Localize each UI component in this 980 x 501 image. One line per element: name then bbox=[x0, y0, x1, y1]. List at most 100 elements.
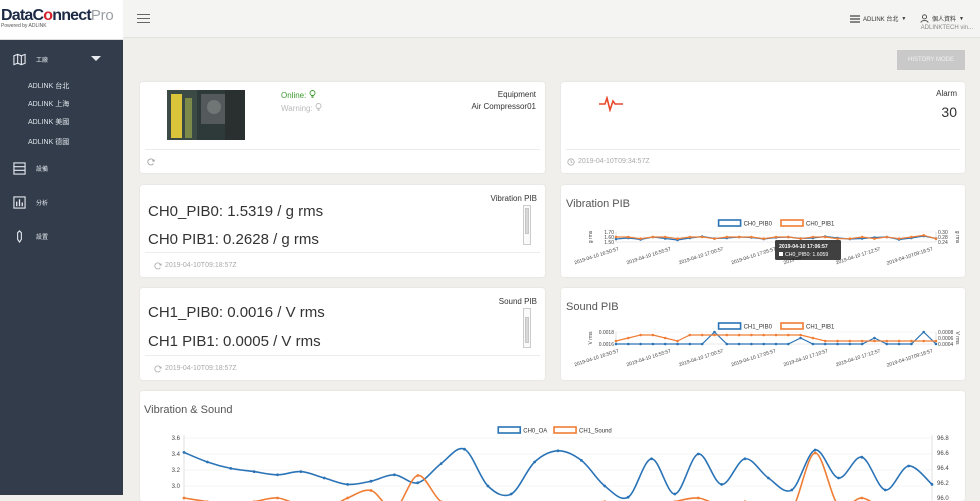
divider bbox=[145, 355, 540, 356]
data-point bbox=[676, 339, 679, 343]
lightbulb-warning-icon bbox=[315, 103, 322, 111]
data-point bbox=[897, 339, 901, 343]
sound-chart[interactable]: CH1_PIB0 CH1_PIB1 0.0018 0.0016 0.00080.0006… bbox=[561, 288, 965, 380]
vibration-timestamp: 2019-04-10T09:18:57Z bbox=[165, 262, 237, 269]
sidebar-item-label: 分析 bbox=[36, 200, 49, 207]
caret-down-icon: ▼ bbox=[901, 15, 907, 22]
sound-scrollbar[interactable] bbox=[523, 308, 531, 348]
data-point bbox=[813, 451, 817, 455]
sidebar-item-analytics[interactable]: 分析 bbox=[0, 191, 123, 213]
site-menu[interactable]: ADLINK 台北 ▼ bbox=[850, 14, 906, 23]
data-point bbox=[837, 476, 840, 480]
data-point bbox=[626, 495, 630, 499]
y-axis-left-unit: g rms bbox=[588, 230, 594, 243]
vibration-card: Vibration PIB CH0_PIB0: 1.5319 / g rms C… bbox=[140, 185, 545, 277]
data-point bbox=[651, 235, 655, 239]
data-point bbox=[762, 342, 765, 346]
data-point bbox=[252, 470, 256, 473]
history-mode-button[interactable]: HISTORY MODE bbox=[897, 50, 965, 70]
data-point bbox=[848, 342, 852, 346]
refresh-icon[interactable] bbox=[154, 365, 162, 373]
data-point bbox=[713, 237, 716, 240]
vibration-scrollbar[interactable] bbox=[523, 205, 531, 245]
data-point bbox=[922, 339, 925, 343]
data-point bbox=[766, 476, 770, 480]
data-point bbox=[322, 476, 326, 480]
y-tick-left: 3.2 bbox=[172, 468, 181, 474]
data-point bbox=[369, 489, 373, 492]
online-status: Online: bbox=[281, 90, 316, 100]
sidebar-site-germany[interactable]: ADLINK 德國 bbox=[28, 139, 70, 146]
data-point bbox=[614, 235, 618, 239]
sidebar-site-usa[interactable]: ADLINK 美國 bbox=[28, 119, 70, 126]
data-point bbox=[663, 336, 667, 340]
sidebar-group-factory[interactable]: 工廠 bbox=[0, 48, 123, 70]
vibration-card-label: Vibration PIB bbox=[490, 194, 537, 203]
hamburger-menu-icon[interactable] bbox=[137, 14, 150, 23]
vibration-value-line1: CH0_PIB0: 1.5319 / g rms bbox=[148, 203, 324, 220]
data-point bbox=[811, 342, 815, 346]
x-tick-label: 2019-04-10 17:10:57 bbox=[783, 348, 829, 368]
series-line-CH1_Sound bbox=[183, 452, 872, 501]
x-tick-label: 2019-04-10T09:18:57 bbox=[886, 348, 934, 369]
data-point bbox=[696, 496, 700, 500]
data-point bbox=[416, 474, 420, 477]
y-tick-right: 96.6 bbox=[937, 451, 949, 457]
data-point bbox=[848, 339, 852, 343]
data-point bbox=[823, 342, 827, 346]
data-point bbox=[229, 467, 233, 470]
data-point bbox=[750, 235, 753, 239]
y-tick-right: 96.0 bbox=[937, 496, 949, 501]
sidebar-item-settings[interactable]: 設置 bbox=[0, 225, 123, 247]
data-point bbox=[416, 481, 420, 485]
tooltip-box bbox=[775, 240, 841, 260]
data-point bbox=[614, 237, 618, 241]
equipment-label: Equipment bbox=[497, 90, 536, 99]
building-icon bbox=[850, 14, 860, 23]
y-tick-left: 0.0018 bbox=[599, 330, 615, 336]
y-tick-right: 0.0008 bbox=[938, 330, 954, 336]
settings-pen-icon bbox=[17, 229, 22, 243]
data-point bbox=[910, 235, 913, 239]
sound-card: Sound PIB CH1_PIB0: 0.0016 / V rms CH1 P… bbox=[140, 288, 545, 380]
user-menu[interactable]: 個人資料 ▼ bbox=[920, 14, 964, 23]
data-point bbox=[737, 342, 741, 346]
data-point bbox=[873, 336, 876, 340]
refresh-icon[interactable] bbox=[154, 262, 162, 270]
data-point bbox=[836, 237, 839, 240]
data-point bbox=[720, 483, 724, 486]
data-point bbox=[790, 488, 794, 492]
data-point bbox=[676, 237, 679, 240]
vibration-sound-title: Vibration & Sound bbox=[144, 404, 233, 416]
lightbulb-online-icon bbox=[309, 90, 316, 98]
data-point bbox=[873, 339, 876, 343]
vibration-chart[interactable]: CH0_PIB0 CH0_PIB1 1.701.601.50 0.300.280.24… bbox=[561, 185, 965, 277]
data-point bbox=[579, 459, 583, 462]
tooltip-swatch bbox=[779, 252, 783, 256]
vibration-sound-card: Vibration & Sound CH0_OA CH1_Sound 3.6 3.4 3… bbox=[140, 391, 965, 501]
vibration-sound-chart[interactable]: CH0_OA CH1_Sound 3.6 3.4 3.2 3.0 96.8 96.6 96.4 9… bbox=[140, 391, 965, 501]
sidebar-item-label: 設置 bbox=[36, 234, 49, 241]
sidebar-site-taipei[interactable]: ADLINK 台北 bbox=[28, 83, 70, 90]
equipment-name: Air Compressor01 bbox=[471, 102, 536, 111]
y-tick-left: 1.70 bbox=[604, 230, 614, 236]
refresh-icon[interactable] bbox=[147, 158, 155, 166]
clock-icon bbox=[567, 158, 575, 166]
data-point bbox=[934, 342, 938, 346]
site-menu-label: ADLINK 台北 bbox=[863, 17, 899, 23]
data-point bbox=[787, 333, 790, 337]
divider bbox=[145, 252, 540, 253]
sound-chart-title: Sound PIB bbox=[566, 301, 619, 313]
data-point bbox=[486, 484, 490, 488]
sidebar-item-device[interactable]: 設備 bbox=[0, 157, 123, 179]
data-point bbox=[276, 496, 279, 500]
data-point bbox=[713, 330, 716, 334]
logo[interactable]: DataConnectPro Powered by ADLINK bbox=[0, 0, 123, 40]
data-point bbox=[811, 336, 815, 340]
sidebar-site-shanghai[interactable]: ADLINK 上海 bbox=[28, 101, 70, 108]
alarm-timestamp: 2019-04-10T09:34:57Z bbox=[578, 158, 650, 165]
brand-main: DataC bbox=[1, 7, 44, 24]
data-point bbox=[725, 333, 729, 337]
y-tick-left: 0.0016 bbox=[599, 342, 615, 348]
y-tick-right: 96.2 bbox=[937, 481, 949, 487]
